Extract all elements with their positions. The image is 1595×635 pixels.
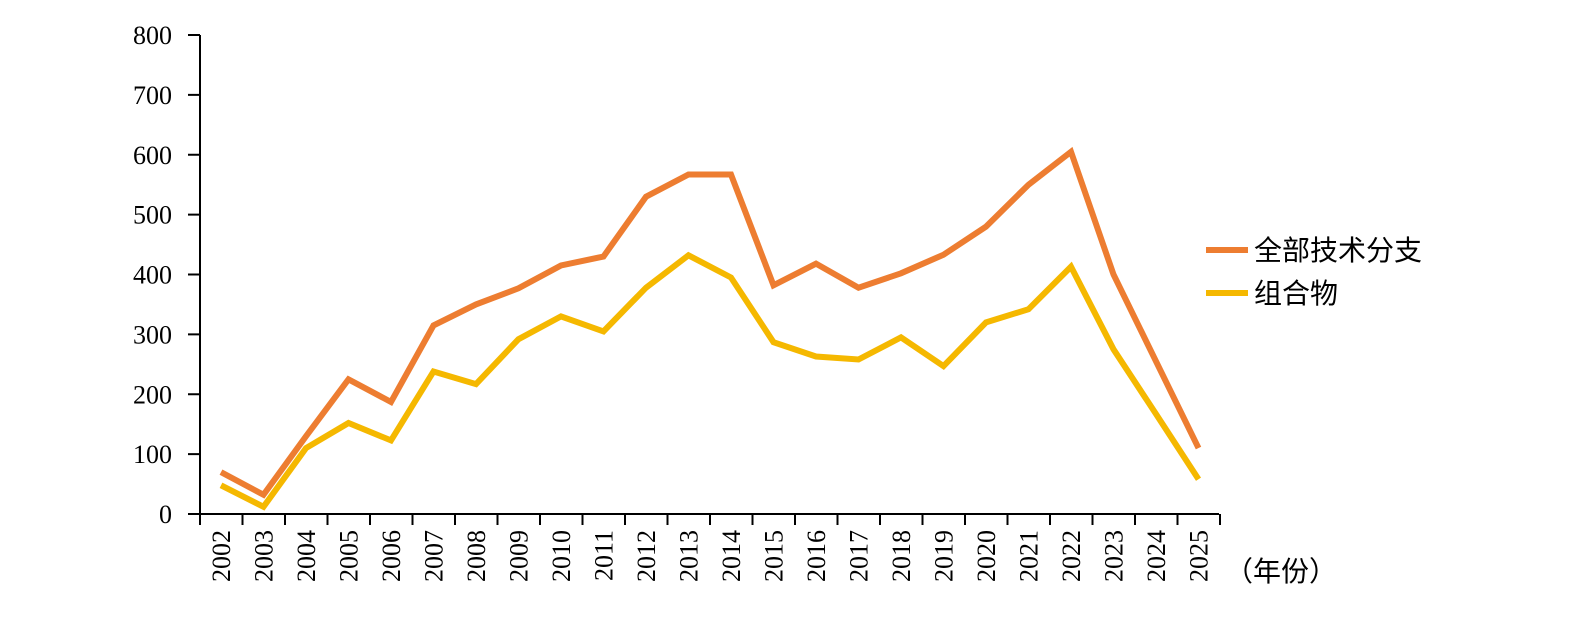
x-tick-label: 2024 xyxy=(1142,530,1171,582)
x-tick-label: 2020 xyxy=(972,530,1001,582)
y-tick-label: 600 xyxy=(133,141,172,170)
x-tick-label: 2015 xyxy=(760,530,789,582)
x-tick-label: 2003 xyxy=(250,530,279,582)
x-tick-label: 2006 xyxy=(377,530,406,582)
x-axis: 2002 2003 2004 2005 2006 2007 2008 2009 2010 2011… xyxy=(199,513,1221,582)
y-tick-label: 200 xyxy=(133,380,172,409)
legend-label: 全部技术分支 xyxy=(1254,234,1422,267)
x-tick-label: 2005 xyxy=(335,530,364,582)
y-tick-label: 500 xyxy=(133,201,172,230)
y-tick-label: 700 xyxy=(133,81,172,110)
x-axis-unit-label: （年份） xyxy=(1225,555,1337,588)
series-line-1 xyxy=(219,146,1202,499)
y-tick-label: 0 xyxy=(159,500,172,529)
y-tick-label: 800 xyxy=(133,21,172,50)
y-tick-label: 300 xyxy=(133,320,172,349)
x-tick-label: 2019 xyxy=(930,530,959,582)
y-tick-label: 100 xyxy=(133,440,172,469)
x-tick-label: 2017 xyxy=(845,530,874,582)
x-tick-label: 2018 xyxy=(887,530,916,582)
x-tick-label: 2021 xyxy=(1015,530,1044,582)
y-axis: 0 100 200 300 400 500 600 700 800 xyxy=(133,21,201,529)
series-lines xyxy=(219,146,1202,511)
x-tick-label: 2009 xyxy=(505,530,534,582)
x-tick-label: 2008 xyxy=(462,530,491,582)
x-tick-label: 2022 xyxy=(1057,530,1086,582)
x-tick-label: 2011 xyxy=(590,530,619,581)
y-tick-label: 400 xyxy=(133,261,172,290)
x-tick-label: 2004 xyxy=(292,530,321,582)
x-tick-label: 2002 xyxy=(207,530,236,582)
x-tick-label: 2016 xyxy=(802,530,831,582)
series-line-2 xyxy=(219,251,1202,511)
x-tick-label: 2025 xyxy=(1185,530,1214,582)
x-tick-label: 2023 xyxy=(1100,530,1129,582)
legend-label: 组合物 xyxy=(1254,277,1338,310)
x-tick-label: 2010 xyxy=(547,530,576,582)
x-tick-label: 2014 xyxy=(717,530,746,582)
x-tick-label: 2007 xyxy=(420,530,449,582)
x-tick-label: 2013 xyxy=(675,530,704,582)
x-tick-label: 2012 xyxy=(632,530,661,582)
